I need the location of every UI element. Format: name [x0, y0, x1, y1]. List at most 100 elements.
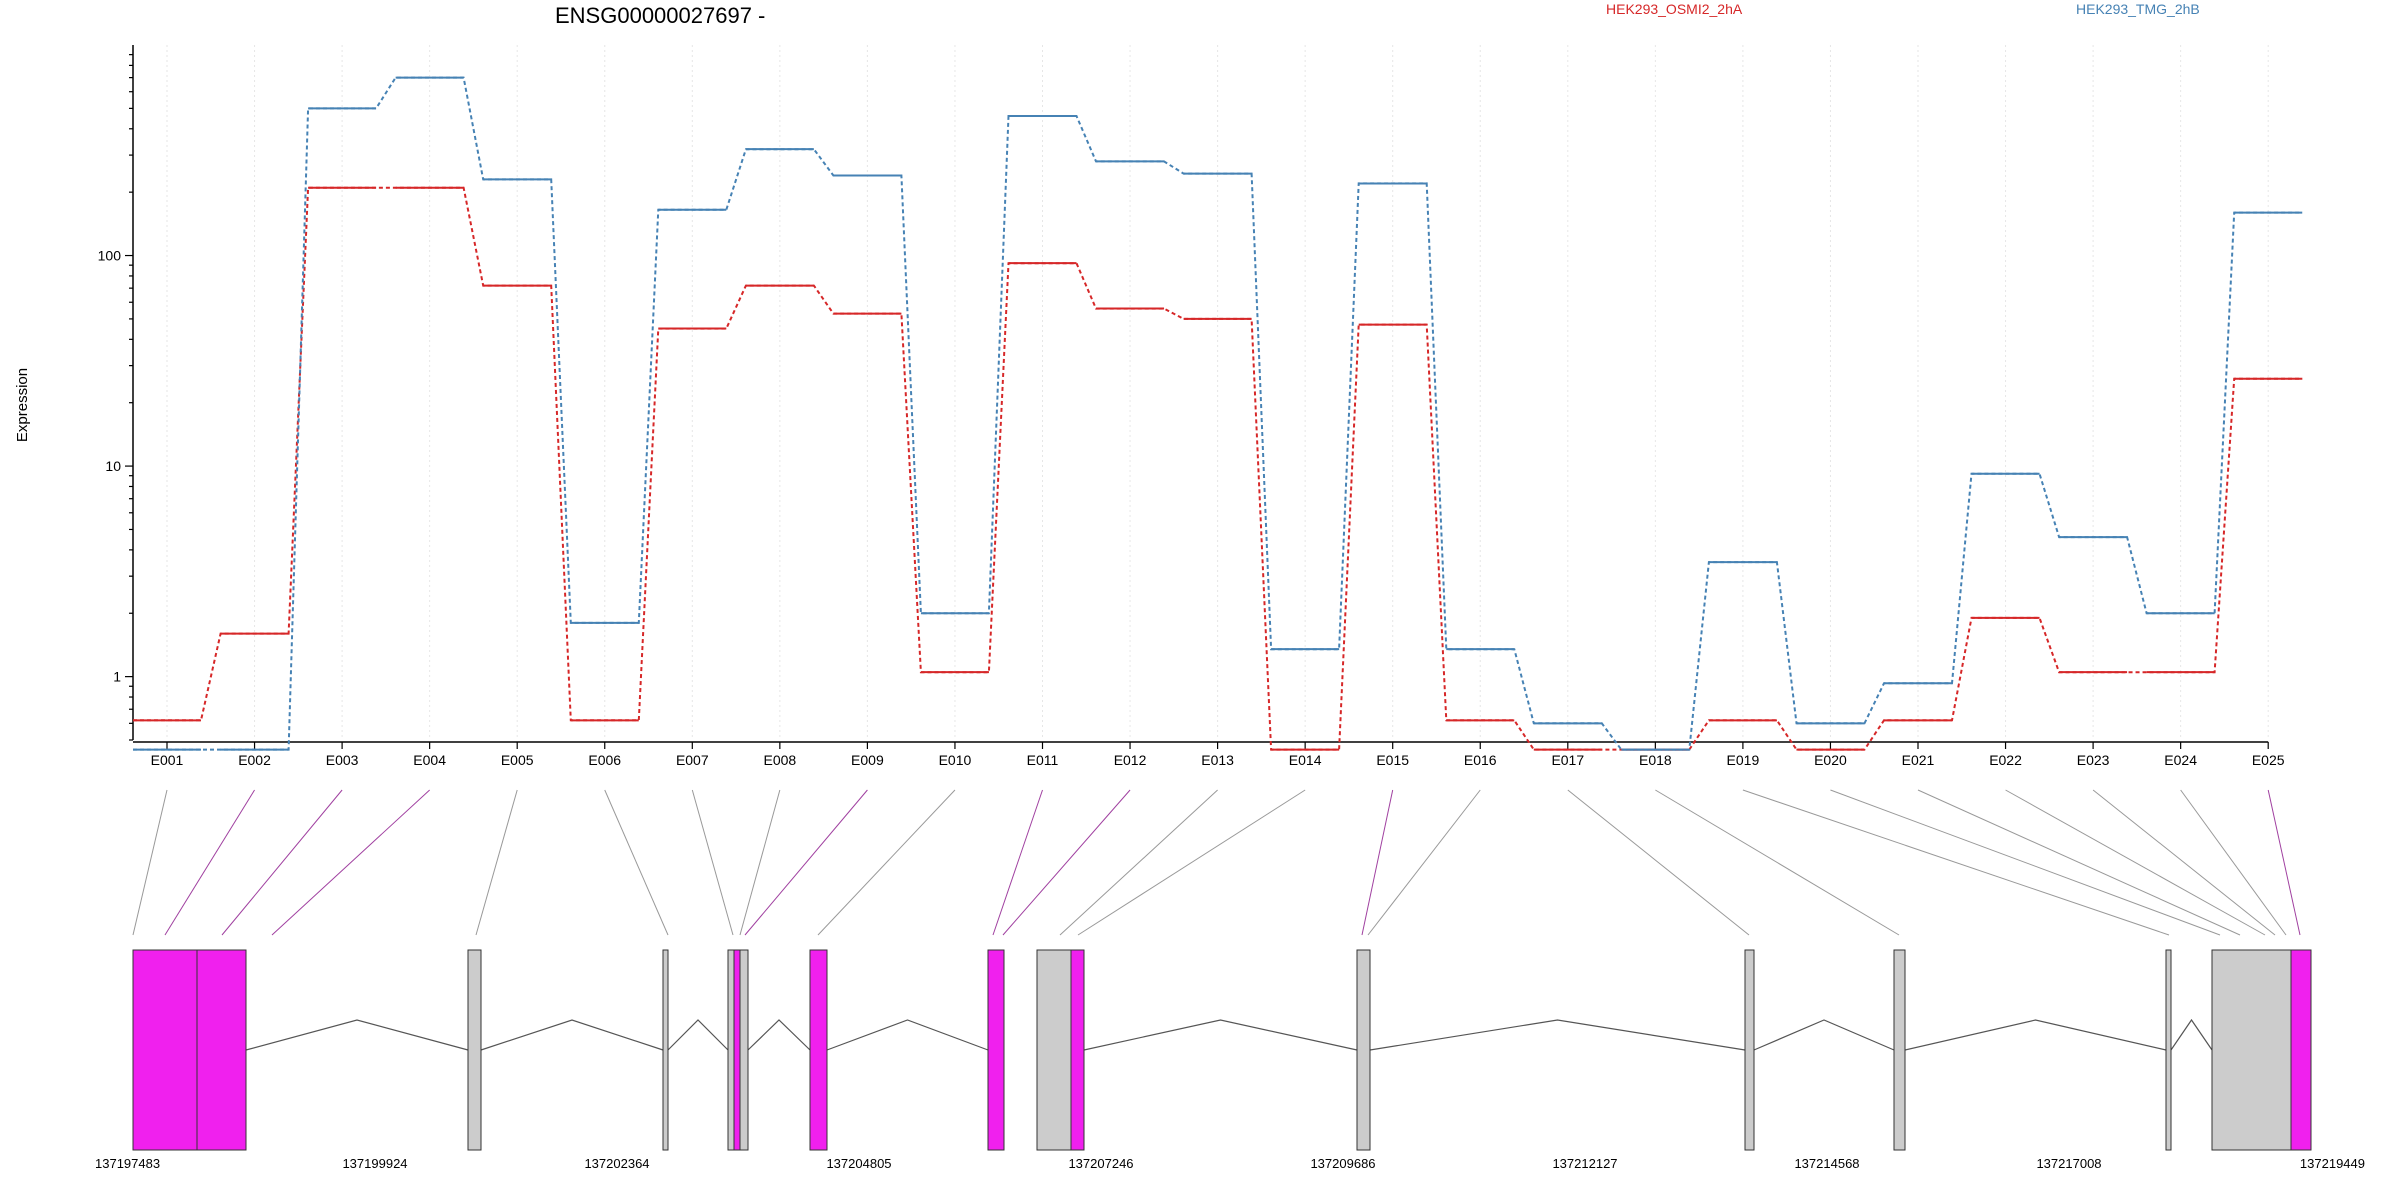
- x-tick-label-e015: E015: [1376, 752, 1409, 768]
- exon-block: [1744, 949, 1755, 1151]
- intron: [1083, 1019, 1358, 1051]
- exon-block: [1070, 949, 1085, 1151]
- exon-block: [733, 949, 741, 1151]
- genomic-coordinate-label: 137219449: [2300, 1156, 2365, 1171]
- exon-block: [739, 949, 749, 1151]
- legend-entry-osmi2: HEK293_OSMI2_2hA: [1606, 1, 1743, 17]
- grid: [166, 45, 2269, 740]
- genomic-coordinate-label: 137209686: [1310, 1156, 1375, 1171]
- x-tick-label-e002: E002: [238, 752, 271, 768]
- intron: [1904, 1019, 2167, 1051]
- genomic-coordinate-label: 137214568: [1794, 1156, 1859, 1171]
- intron: [2170, 1018, 2213, 1051]
- exon-connector-e022: [2005, 789, 2266, 936]
- y-axis-label: Expression: [14, 368, 31, 442]
- exon-block: [1356, 949, 1371, 1151]
- series-tmg: [133, 76, 2303, 751]
- exon-block: [132, 949, 247, 1151]
- exon-connector-e010: [817, 789, 956, 936]
- x-tick-label-e013: E013: [1201, 752, 1234, 768]
- x-tick-label-e008: E008: [763, 752, 796, 768]
- intron: [667, 1019, 729, 1051]
- intron: [1369, 1019, 1746, 1051]
- x-tick-label-e012: E012: [1114, 752, 1147, 768]
- x-tick-label-e004: E004: [413, 752, 446, 768]
- exon-connector-e003: [221, 789, 343, 936]
- x-tick-label-e016: E016: [1464, 752, 1497, 768]
- chart-title: ENSG00000027697 -: [555, 3, 765, 28]
- exon-connector-e011: [992, 789, 1043, 936]
- x-tick-label-e023: E023: [2077, 752, 2110, 768]
- exon-block: [727, 949, 735, 1151]
- intron: [480, 1019, 664, 1051]
- intron: [826, 1019, 989, 1051]
- exon-block: [987, 949, 1005, 1151]
- exon-block: [2165, 949, 2172, 1151]
- x-tick-label-e014: E014: [1289, 752, 1322, 768]
- exon-connector-e015: [1361, 789, 1394, 936]
- gene-model: [132, 949, 2312, 1151]
- x-tick-label-e006: E006: [588, 752, 621, 768]
- exon-connector-e021: [1917, 789, 2241, 936]
- exon-block: [1893, 949, 1906, 1151]
- exon-block: [2211, 949, 2292, 1151]
- x-tick-label-e003: E003: [326, 752, 359, 768]
- exon-block: [809, 949, 828, 1151]
- exon-block: [1036, 949, 1072, 1151]
- genomic-coordinate-label: 137212127: [1552, 1156, 1617, 1171]
- axes: 1 10 100 E001 E002 E003 E004 E005 E006 E007 E008 E0…: [98, 45, 2285, 768]
- exon-connector-e001: [132, 789, 168, 936]
- x-tick-label-e017: E017: [1551, 752, 1584, 768]
- y-tick-label: 10: [105, 458, 121, 474]
- exon-block: [467, 949, 482, 1151]
- x-tick-label-e005: E005: [501, 752, 534, 768]
- exon-connector-e025: [2267, 789, 2301, 936]
- exon-connector-e014: [1077, 789, 1306, 936]
- exon-connector-e007: [691, 789, 734, 936]
- y-tick-label: 1: [113, 669, 121, 685]
- series-osmi2: [133, 186, 2303, 751]
- genomic-coordinate-label: 137197483: [95, 1156, 160, 1171]
- exon-connector-e018: [1655, 789, 1900, 936]
- series-lines: [133, 76, 2303, 751]
- x-tick-label-e009: E009: [851, 752, 884, 768]
- y-tick-label: 100: [98, 248, 122, 264]
- exon-connector-e009: [744, 789, 868, 936]
- exon-connector-e008: [739, 789, 781, 936]
- genomic-coordinate-label: 137204805: [826, 1156, 891, 1171]
- exon-connector-e017: [1567, 789, 1750, 936]
- exon-connector-e024: [2180, 789, 2287, 936]
- exon-connector-e020: [1830, 789, 2221, 936]
- x-tick-label-e010: E010: [939, 752, 972, 768]
- exon-connector-e002: [164, 789, 255, 936]
- x-tick-label-e021: E021: [1902, 752, 1935, 768]
- exon-block: [662, 949, 669, 1151]
- exon-connector-e019: [1742, 789, 2170, 936]
- intron: [747, 1019, 811, 1051]
- exon-connector-e006: [604, 789, 669, 936]
- x-tick-label-e020: E020: [1814, 752, 1847, 768]
- intron: [1753, 1019, 1895, 1051]
- exon-connector-e023: [2092, 789, 2276, 936]
- x-tick-label-e018: E018: [1639, 752, 1672, 768]
- series-path: [133, 76, 2303, 751]
- genomic-coordinate-label: 137217008: [2036, 1156, 2101, 1171]
- genomic-coordinate-label: 137199924: [342, 1156, 407, 1171]
- x-tick-label-e022: E022: [1989, 752, 2022, 768]
- intron: [245, 1019, 469, 1051]
- exon-connectors: [132, 789, 2301, 936]
- x-tick-label-e001: E001: [151, 752, 184, 768]
- legend-entry-tmg: HEK293_TMG_2hB: [2076, 1, 2200, 17]
- genomic-coordinate-label: 137207246: [1068, 1156, 1133, 1171]
- x-tick-label-e019: E019: [1727, 752, 1760, 768]
- exon-connector-e012: [1002, 789, 1131, 936]
- genomic-coordinate-label: 137202364: [584, 1156, 649, 1171]
- exon-connector-e005: [475, 789, 518, 936]
- exon-block: [2290, 949, 2312, 1151]
- x-tick-label-e025: E025: [2252, 752, 2285, 768]
- genomic-coordinate-axis: 137197483 137199924 137202364 137204805 1372…: [95, 1156, 2365, 1171]
- x-tick-label-e011: E011: [1027, 752, 1059, 768]
- x-tick-label-e007: E007: [676, 752, 709, 768]
- exon-connector-e004: [271, 789, 430, 936]
- exon-connector-e013: [1059, 789, 1218, 936]
